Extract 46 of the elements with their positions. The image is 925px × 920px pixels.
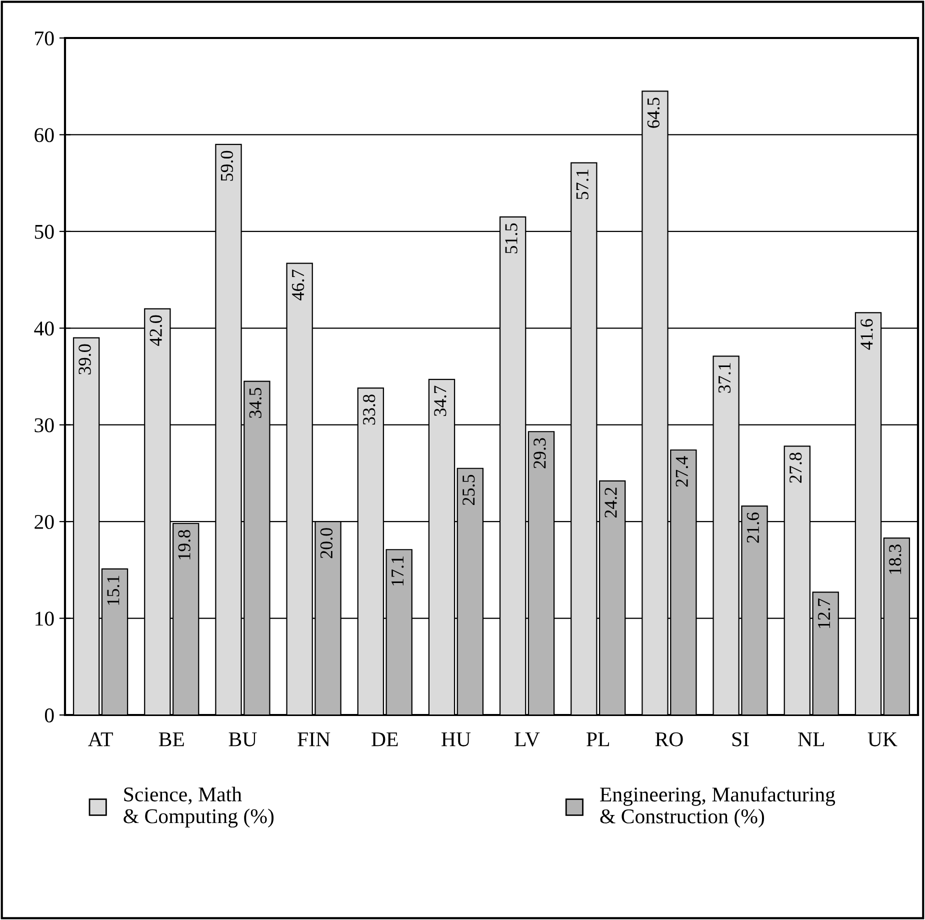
y-tick-label: 0: [44, 708, 54, 722]
data-label: 17.1: [392, 556, 404, 586]
x-tick-label: LV: [514, 732, 540, 746]
data-label: 46.7: [292, 270, 304, 300]
data-label: 39.0: [78, 344, 91, 374]
data-label: 64.5: [647, 98, 660, 128]
data-label: 19.8: [178, 530, 190, 560]
data-label: 25.5: [462, 474, 475, 505]
x-tick-label: UK: [868, 732, 898, 746]
data-label: 12.7: [818, 598, 830, 628]
x-tick-label: PL: [586, 732, 610, 746]
data-label: 15.1: [107, 576, 120, 605]
data-label: 21.6: [746, 512, 760, 543]
data-label: 37.1: [718, 363, 731, 393]
data-label: 20.0: [320, 528, 333, 558]
x-tick-label: HU: [442, 732, 471, 746]
x-tick-label: DE: [372, 732, 398, 746]
data-label: 18.3: [889, 544, 902, 574]
y-tick-label: 50: [34, 224, 54, 239]
y-tick-label: 10: [36, 612, 54, 626]
data-label: 42.0: [150, 315, 162, 346]
data-label: 34.5: [249, 388, 262, 418]
data-label: 24.2: [604, 488, 617, 518]
data-label: 41.6: [860, 319, 873, 350]
data-label: 33.8: [362, 394, 376, 425]
x-tick-label: SI: [732, 732, 749, 746]
data-label: 34.7: [434, 386, 446, 416]
y-tick-label: 30: [34, 418, 54, 432]
x-tick-label: BU: [228, 732, 257, 746]
x-tick-label: RO: [655, 732, 683, 746]
data-label: 59.0: [220, 150, 234, 181]
data-label: 27.4: [676, 456, 688, 487]
y-tick-label: 70: [35, 31, 54, 46]
y-tick-label: 60: [34, 128, 54, 142]
data-label: 29.3: [534, 438, 546, 468]
data-label: 51.5: [505, 223, 518, 254]
y-tick-label: 40: [34, 322, 54, 336]
data-label: 27.8: [789, 452, 802, 483]
x-tick-label: FIN: [298, 732, 330, 746]
data-label: 57.1: [576, 170, 589, 200]
y-tick-label: 20: [34, 514, 54, 530]
x-tick-label: AT: [88, 732, 113, 746]
x-tick-label: NL: [798, 732, 824, 746]
legend-label: Engineering, Manufacturing & Construction (%): [600, 786, 836, 828]
legend-label: Science, Math & Computing (%): [124, 786, 274, 828]
x-tick-label: BE: [158, 732, 184, 746]
